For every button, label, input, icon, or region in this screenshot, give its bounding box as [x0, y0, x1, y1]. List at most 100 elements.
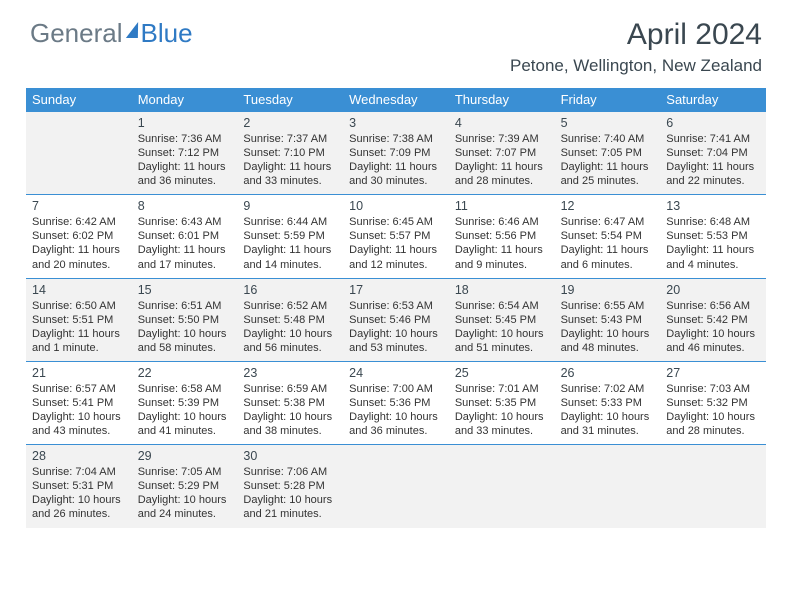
day-daylight2: and 25 minutes.	[561, 174, 655, 188]
day-daylight1: Daylight: 11 hours	[349, 243, 443, 257]
day-sunset: Sunset: 5:39 PM	[138, 396, 232, 410]
day-number: 12	[561, 198, 655, 214]
day-cell: 28Sunrise: 7:04 AMSunset: 5:31 PMDayligh…	[26, 445, 132, 527]
day-daylight2: and 38 minutes.	[243, 424, 337, 438]
day-sunrise: Sunrise: 7:01 AM	[455, 382, 549, 396]
day-daylight1: Daylight: 11 hours	[561, 243, 655, 257]
day-daylight1: Daylight: 11 hours	[455, 243, 549, 257]
day-cell: 14Sunrise: 6:50 AMSunset: 5:51 PMDayligh…	[26, 279, 132, 361]
day-daylight2: and 51 minutes.	[455, 341, 549, 355]
day-sunset: Sunset: 5:42 PM	[666, 313, 760, 327]
day-daylight2: and 20 minutes.	[32, 258, 126, 272]
day-daylight1: Daylight: 10 hours	[32, 493, 126, 507]
day-daylight2: and 6 minutes.	[561, 258, 655, 272]
day-sunrise: Sunrise: 7:00 AM	[349, 382, 443, 396]
dow-wednesday: Wednesday	[343, 88, 449, 112]
day-sunrise: Sunrise: 7:05 AM	[138, 465, 232, 479]
day-sunset: Sunset: 7:12 PM	[138, 146, 232, 160]
day-number: 3	[349, 115, 443, 131]
day-number: 26	[561, 365, 655, 381]
day-number: 14	[32, 282, 126, 298]
day-daylight2: and 14 minutes.	[243, 258, 337, 272]
day-number: 17	[349, 282, 443, 298]
day-sunrise: Sunrise: 7:36 AM	[138, 132, 232, 146]
location-subtitle: Petone, Wellington, New Zealand	[510, 56, 762, 76]
day-daylight2: and 36 minutes.	[138, 174, 232, 188]
day-number: 2	[243, 115, 337, 131]
day-sunrise: Sunrise: 6:45 AM	[349, 215, 443, 229]
day-daylight2: and 24 minutes.	[138, 507, 232, 521]
day-sunrise: Sunrise: 6:51 AM	[138, 299, 232, 313]
day-sunset: Sunset: 7:05 PM	[561, 146, 655, 160]
day-sunrise: Sunrise: 6:46 AM	[455, 215, 549, 229]
day-cell: 10Sunrise: 6:45 AMSunset: 5:57 PMDayligh…	[343, 195, 449, 277]
day-daylight1: Daylight: 11 hours	[138, 243, 232, 257]
day-sunrise: Sunrise: 6:48 AM	[666, 215, 760, 229]
day-sunrise: Sunrise: 6:42 AM	[32, 215, 126, 229]
day-daylight2: and 1 minute.	[32, 341, 126, 355]
day-cell: 19Sunrise: 6:55 AMSunset: 5:43 PMDayligh…	[555, 279, 661, 361]
dow-thursday: Thursday	[449, 88, 555, 112]
day-sunrise: Sunrise: 7:38 AM	[349, 132, 443, 146]
day-daylight1: Daylight: 11 hours	[32, 243, 126, 257]
day-sunset: Sunset: 5:56 PM	[455, 229, 549, 243]
day-daylight1: Daylight: 11 hours	[32, 327, 126, 341]
calendar-body: 1Sunrise: 7:36 AMSunset: 7:12 PM Daylight…	[26, 112, 766, 528]
day-daylight1: Daylight: 10 hours	[138, 327, 232, 341]
day-daylight1: Daylight: 11 hours	[666, 243, 760, 257]
day-sunset: Sunset: 5:33 PM	[561, 396, 655, 410]
day-cell: 18Sunrise: 6:54 AMSunset: 5:45 PMDayligh…	[449, 279, 555, 361]
day-sunset: Sunset: 5:41 PM	[32, 396, 126, 410]
day-sunset: Sunset: 5:45 PM	[455, 313, 549, 327]
day-sunset: Sunset: 5:51 PM	[32, 313, 126, 327]
day-cell: 23Sunrise: 6:59 AMSunset: 5:38 PMDayligh…	[237, 362, 343, 444]
day-daylight2: and 48 minutes.	[561, 341, 655, 355]
day-sunset: Sunset: 5:57 PM	[349, 229, 443, 243]
day-daylight1: Daylight: 11 hours	[455, 160, 549, 174]
day-number: 5	[561, 115, 655, 131]
day-sunrise: Sunrise: 6:55 AM	[561, 299, 655, 313]
day-number: 22	[138, 365, 232, 381]
day-sunrise: Sunrise: 7:04 AM	[32, 465, 126, 479]
day-daylight2: and 31 minutes.	[561, 424, 655, 438]
day-daylight1: Daylight: 10 hours	[349, 410, 443, 424]
day-sunrise: Sunrise: 6:52 AM	[243, 299, 337, 313]
day-cell: 29Sunrise: 7:05 AMSunset: 5:29 PMDayligh…	[132, 445, 238, 527]
day-number: 7	[32, 198, 126, 214]
day-sunrise: Sunrise: 6:57 AM	[32, 382, 126, 396]
day-daylight1: Daylight: 10 hours	[666, 327, 760, 341]
day-daylight1: Daylight: 10 hours	[561, 410, 655, 424]
week-row: 21Sunrise: 6:57 AMSunset: 5:41 PMDayligh…	[26, 362, 766, 445]
day-sunset: Sunset: 7:04 PM	[666, 146, 760, 160]
brand-logo: General Blue	[30, 18, 193, 49]
day-daylight1: Daylight: 10 hours	[32, 410, 126, 424]
day-sunset: Sunset: 5:32 PM	[666, 396, 760, 410]
empty-cell	[449, 445, 555, 527]
day-sunset: Sunset: 7:07 PM	[455, 146, 549, 160]
empty-cell	[660, 445, 766, 527]
page-header: General Blue April 2024 Petone, Wellingt…	[0, 0, 792, 80]
day-cell: 13Sunrise: 6:48 AMSunset: 5:53 PMDayligh…	[660, 195, 766, 277]
day-daylight2: and 33 minutes.	[455, 424, 549, 438]
day-cell: 17Sunrise: 6:53 AMSunset: 5:46 PMDayligh…	[343, 279, 449, 361]
day-sunset: Sunset: 5:46 PM	[349, 313, 443, 327]
day-daylight1: Daylight: 11 hours	[243, 160, 337, 174]
day-cell: 22Sunrise: 6:58 AMSunset: 5:39 PMDayligh…	[132, 362, 238, 444]
day-sunrise: Sunrise: 7:06 AM	[243, 465, 337, 479]
day-number: 1	[138, 115, 232, 131]
day-sunrise: Sunrise: 6:59 AM	[243, 382, 337, 396]
day-daylight2: and 12 minutes.	[349, 258, 443, 272]
empty-cell	[555, 445, 661, 527]
day-cell: 27Sunrise: 7:03 AMSunset: 5:32 PMDayligh…	[660, 362, 766, 444]
day-number: 30	[243, 448, 337, 464]
day-number: 15	[138, 282, 232, 298]
brand-part2: Blue	[141, 18, 193, 49]
day-daylight2: and 26 minutes.	[32, 507, 126, 521]
day-cell: 15Sunrise: 6:51 AMSunset: 5:50 PMDayligh…	[132, 279, 238, 361]
day-daylight1: Daylight: 10 hours	[138, 493, 232, 507]
day-sunset: Sunset: 5:54 PM	[561, 229, 655, 243]
day-daylight2: and 28 minutes.	[666, 424, 760, 438]
day-number: 18	[455, 282, 549, 298]
day-daylight1: Daylight: 10 hours	[455, 327, 549, 341]
day-number: 9	[243, 198, 337, 214]
